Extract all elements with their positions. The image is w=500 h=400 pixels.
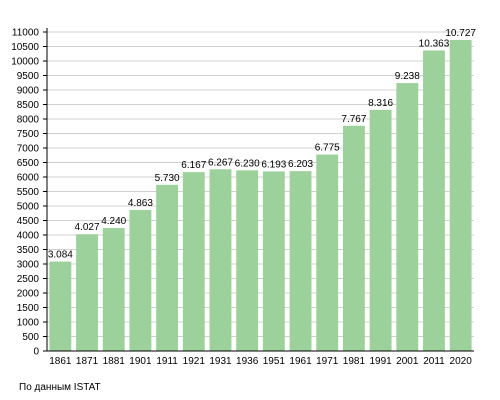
x-tick-label-1936: 1936 [236,356,259,367]
x-tick-label-1981: 1981 [343,356,366,367]
data-label-2020: 10.727 [445,28,476,39]
x-tick-label-1861: 1861 [49,356,72,367]
data-label-2001: 9.238 [395,71,420,82]
x-tick-label-1901: 1901 [129,356,152,367]
source-note: По данным ISTAT [19,382,101,393]
x-tick-label-1911: 1911 [156,356,178,367]
axes: 0 500 1000 1500 2000 2500 3000 3500 4000 4500 5000… [11,28,474,367]
y-tick-label: 3500 [17,245,40,256]
y-tick-label: 6500 [17,158,40,169]
bar-1921 [182,172,205,351]
bar-1911 [156,184,179,351]
bar-1991 [369,109,392,351]
bar-2020 [449,39,472,352]
data-label-1961: 6.203 [288,159,313,170]
y-tick-label: 9500 [17,71,40,82]
y-tick-label: 8000 [17,115,40,126]
data-label-1981: 7.767 [341,114,366,125]
bar-2011 [423,50,445,352]
data-label-1936: 6.230 [235,158,260,169]
x-tick-label-1951: 1951 [263,356,286,367]
data-label-1861: 3.084 [48,250,73,261]
y-tick-label: 4500 [17,216,40,227]
y-tick-label: 6000 [17,173,40,184]
y-tick-label: 4000 [17,231,40,242]
x-tick-label-2001: 2001 [396,356,419,367]
x-tick-label-1961: 1961 [289,356,312,367]
bar-1871 [76,234,98,351]
y-tick-label: 1000 [17,318,40,329]
data-label-1901: 4.863 [128,198,153,209]
x-tick-label-2020: 2020 [450,356,473,367]
bar-1971 [316,154,339,351]
bar-1961 [289,171,312,351]
y-tick-label: 7500 [17,129,40,140]
data-label-1911: 5.730 [155,173,180,184]
y-tick-label: 7000 [17,144,40,155]
data-label-1881: 4.240 [101,216,126,227]
x-tick-label-2011: 2011 [423,356,445,367]
y-tick-label: 1500 [17,303,40,314]
y-tick-label: 3000 [17,260,40,271]
data-label-1921: 6.167 [181,160,206,171]
bar-1981 [342,125,365,351]
x-tick-label-1871: 1871 [76,356,99,367]
y-tick-label: 8500 [17,100,40,111]
y-tick-label: 2000 [17,289,40,300]
x-tick-label-1991: 1991 [369,356,392,367]
y-tick-label: 500 [22,332,39,343]
y-tick-label: 2500 [17,274,40,285]
y-tick-label: 0 [33,347,39,358]
y-tick-label: 5500 [17,187,40,198]
data-label-1871: 4.027 [75,222,100,233]
bar-1881 [102,228,125,351]
x-tick-label-1921: 1921 [183,356,206,367]
bar-1936 [236,170,259,351]
data-label-1951: 6.193 [261,159,286,170]
bar-1861 [49,261,72,351]
data-label-1991: 8.316 [368,98,393,109]
data-label-1971: 6.775 [315,143,340,154]
y-tick-label: 11000 [12,28,40,39]
data-label-1931: 6.267 [208,157,233,168]
bar-1931 [209,169,232,351]
bars [49,39,472,352]
y-tick-label: 9000 [17,86,40,97]
bar-1901 [129,209,152,351]
y-tick-label: 10500 [11,42,39,53]
data-label-2011: 10.363 [419,38,450,49]
y-tick-label: 5000 [17,202,40,213]
x-tick-label-1881: 1881 [103,356,126,367]
bar-2001 [396,83,419,352]
bar-1951 [262,171,285,351]
x-tick-label-1971: 1971 [316,356,339,367]
x-tick-label-1931: 1931 [209,356,232,367]
y-tick-label: 10000 [11,57,39,68]
